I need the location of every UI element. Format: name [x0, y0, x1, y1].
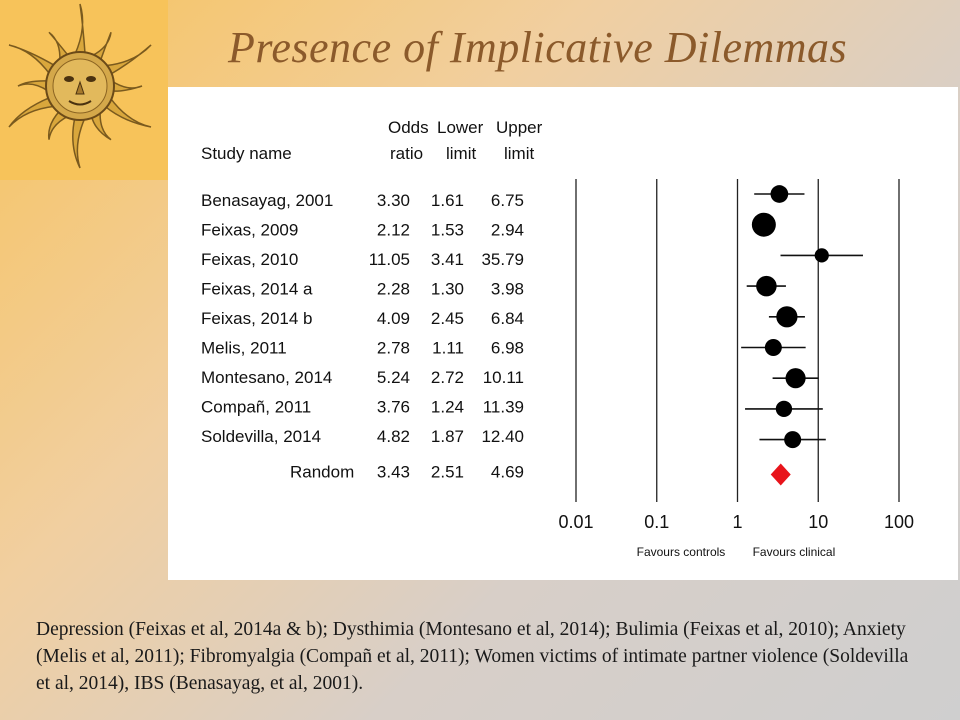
lower-limit-6: 2.72 [431, 368, 464, 387]
study-name-1: Feixas, 2009 [201, 221, 298, 240]
header-upper-limit: limit [504, 144, 534, 163]
odds-ratio-1: 2.12 [377, 221, 410, 240]
sun-ray [47, 109, 71, 140]
study-name-0: Benasayag, 2001 [201, 191, 333, 210]
upper-limit-3: 3.98 [491, 280, 524, 299]
study-name-4: Feixas, 2014 b [201, 309, 313, 328]
point-estimate-8 [784, 431, 802, 449]
point-estimate-0 [770, 185, 789, 203]
x-tick-label-0.1: 0.1 [644, 512, 669, 532]
summary-diamond [770, 463, 791, 486]
lower-limit-0: 1.61 [431, 191, 464, 210]
x-tick-label-100: 100 [884, 512, 914, 532]
x-tick-label-1: 1 [732, 512, 742, 532]
study-name-8: Soldevilla, 2014 [201, 427, 321, 446]
odds-ratio-0: 3.30 [377, 191, 410, 210]
summary-upper-limit: 4.69 [491, 463, 524, 482]
lower-limit-4: 2.45 [431, 309, 464, 328]
lower-limit-2: 3.41 [431, 250, 464, 269]
lower-limit-8: 1.87 [431, 427, 464, 446]
study-name-6: Montesano, 2014 [201, 368, 332, 387]
x-tick-label-0.01: 0.01 [558, 512, 593, 532]
point-estimate-3 [756, 275, 777, 297]
upper-limit-8: 12.40 [481, 427, 524, 446]
sun-ray [103, 96, 152, 128]
lower-limit-3: 1.30 [431, 280, 464, 299]
favours-controls-label: Favours controls [637, 545, 726, 559]
sun-ray [110, 79, 143, 92]
upper-limit-6: 10.11 [483, 368, 524, 387]
summary-name: Random [290, 463, 354, 482]
upper-limit-5: 6.98 [491, 339, 524, 358]
upper-limit-0: 6.75 [491, 191, 524, 210]
odds-ratio-6: 5.24 [377, 368, 410, 387]
point-estimate-4 [776, 306, 798, 328]
header-lower: Lower [437, 118, 484, 137]
header-lower-limit: limit [446, 144, 476, 163]
sun-ray [48, 31, 70, 63]
sun-ray [103, 44, 152, 76]
sun-face-icon [8, 3, 152, 169]
summary-odds-ratio: 3.43 [377, 463, 410, 482]
study-name-5: Melis, 2011 [201, 339, 287, 358]
point-estimate-2 [814, 248, 829, 263]
odds-ratio-3: 2.28 [377, 280, 410, 299]
header-odds: Odds [388, 118, 429, 137]
sun-ray [17, 80, 50, 93]
lower-limit-1: 1.53 [431, 221, 464, 240]
upper-limit-7: 11.39 [483, 398, 524, 417]
study-name-3: Feixas, 2014 a [201, 280, 313, 299]
odds-ratio-4: 4.09 [377, 309, 410, 328]
sun-ray [73, 3, 86, 56]
sun-ray [90, 109, 112, 141]
odds-ratio-8: 4.82 [377, 427, 410, 446]
header-upper: Upper [496, 118, 543, 137]
forest-plot: Study nameOddsratioLowerlimitUpperlimit … [201, 118, 914, 559]
odds-ratio-2: 11.05 [369, 250, 410, 269]
sun-ray [8, 44, 57, 76]
slide-caption: Depression (Feixas et al, 2014a & b); Dy… [36, 619, 909, 694]
x-tick-label-10: 10 [808, 512, 828, 532]
point-estimate-1 [751, 212, 776, 237]
slide-title: Presence of Implicative Dilemmas [228, 23, 848, 72]
upper-limit-2: 35.79 [481, 250, 524, 269]
point-estimate-5 [764, 339, 782, 356]
sun-ray [89, 32, 112, 63]
sun-ray [72, 116, 87, 169]
upper-limit-1: 2.94 [491, 221, 524, 240]
odds-ratio-5: 2.78 [377, 339, 410, 358]
favours-clinical-label: Favours clinical [753, 545, 836, 559]
summary-lower-limit: 2.51 [431, 463, 464, 482]
odds-ratio-7: 3.76 [377, 398, 410, 417]
header-ratio: ratio [390, 144, 423, 163]
study-name-7: Compañ, 2011 [201, 398, 311, 417]
lower-limit-7: 1.24 [431, 398, 464, 417]
forest-plot-panel: Study name Odds ratio Lower limit Upper limit … [168, 87, 958, 580]
point-estimate-7 [775, 400, 793, 418]
upper-limit-4: 6.84 [491, 309, 524, 328]
study-name-2: Feixas, 2010 [201, 250, 298, 269]
point-estimate-6 [785, 368, 806, 389]
lower-limit-5: 1.11 [432, 339, 464, 358]
header-study-name: Study name [201, 144, 292, 163]
sun-ray [8, 96, 57, 128]
